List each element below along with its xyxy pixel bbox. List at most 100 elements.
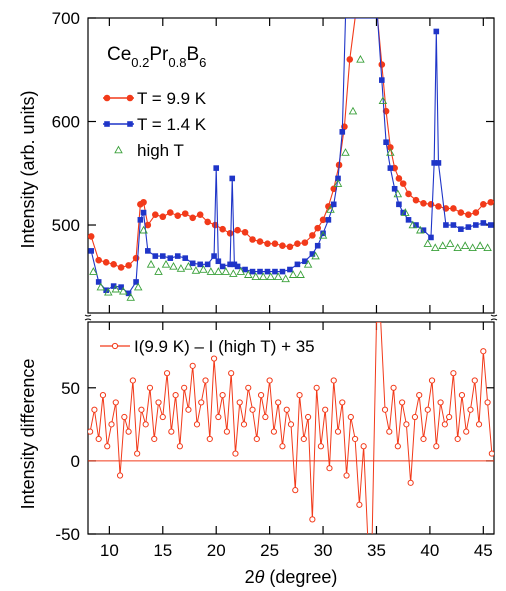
top-data-point [214,267,223,275]
top-data-point [174,212,182,220]
bottom-data-point [343,472,350,479]
top-data-point [309,251,316,257]
bottom-x-tick-label: 30 [314,541,333,560]
top-data-point [335,175,341,182]
bottom-data-point [155,399,162,406]
top-data-point [405,217,412,223]
bottom-data-point [394,443,401,450]
legend-label: T = 9.9 K [137,89,207,108]
legend-marker [127,121,133,127]
top-data-point [140,209,147,216]
top-data-point [309,232,316,239]
bottom-data-point [339,399,346,406]
bottom-x-ticks: 10 15 20 25 30 35 40 45 [100,322,493,560]
top-data-point [206,267,216,275]
bottom-series-group [88,322,494,534]
top-data-point [302,258,308,265]
top-y-tick-label: 500 [52,216,80,235]
bottom-x-tick-label: 25 [260,541,279,560]
bottom-data-point [228,370,235,377]
top-data-point [110,261,117,268]
bottom-data-point [428,377,436,384]
top-data-point [483,243,492,252]
top-series-2 [89,54,492,301]
bottom-data-point [210,355,218,362]
bottom-data-point [488,450,494,457]
top-data-point [213,165,220,171]
top-data-point [487,198,494,206]
top-data-point [125,290,132,297]
bottom-data-point [88,428,94,435]
bottom-data-point [296,392,303,399]
top-data-point [438,241,447,249]
top-data-point [288,270,298,278]
top-data-point [430,243,440,252]
axis-break-marks [84,314,498,321]
top-data-point [408,220,418,229]
top-data-point [249,268,256,275]
top-data-point [231,261,238,268]
bottom-data-point [381,406,389,413]
top-data-point [181,210,189,217]
top-data-point [197,261,203,268]
top-series-group [88,18,494,301]
bottom-data-point [317,443,325,450]
top-data-point [395,175,403,182]
bottom-data-point [450,370,457,377]
top-data-point [413,222,419,228]
bottom-data-point [168,428,175,435]
bottom-data-point [437,399,444,406]
bottom-data-point [125,428,132,435]
top-data-point [137,217,144,223]
compound-element: Pr [149,44,169,65]
top-data-point [303,259,313,268]
top-data-point [264,240,271,247]
top-panel: 500 600 700 T = 9.9 K T = 1.4 K high T Ce0.2… [18,9,495,314]
top-data-point [428,234,434,241]
top-data-point [378,96,388,105]
top-data-point [294,261,301,268]
top-data-point [272,268,278,275]
top-data-point [189,260,196,267]
top-data-point [159,253,166,259]
top-data-point [480,201,487,208]
bottom-data-point [352,435,359,443]
top-data-point [96,282,106,291]
top-data-point [234,263,241,270]
top-data-point [204,261,211,268]
top-data-point [219,263,226,270]
bottom-data-point [198,399,205,406]
top-data-point [318,230,328,239]
top-data-point [242,266,248,273]
top-data-point [152,253,159,259]
top-data-point [387,144,394,151]
bottom-data-point [446,413,453,421]
legend-marker [126,94,134,102]
bottom-data-point [411,413,419,421]
top-data-point [145,248,151,254]
top-data-point [118,286,128,295]
top-data-point [431,160,437,166]
top-data-point [333,179,343,187]
bottom-data-point [347,413,354,421]
top-data-point [279,242,286,250]
top-data-point [450,205,457,212]
top-data-point [460,241,470,249]
top-data-point [465,224,472,230]
top-data-point [457,209,465,216]
bottom-y-tick-label: -50 [55,525,80,544]
bottom-data-point [480,348,487,355]
top-data-point [433,28,440,35]
bottom-data-point [129,377,136,384]
top-data-point [420,227,427,233]
top-y-tick-label: 600 [52,113,80,132]
bottom-data-point [458,392,466,399]
x-axis-label-unit: (degree) [264,567,337,587]
bottom-data-point [99,392,107,399]
bottom-data-point [202,377,209,384]
top-data-point [229,175,236,182]
top-data-point [227,261,233,268]
top-data-point [152,211,159,218]
bottom-data-point [172,392,179,399]
top-data-point [423,239,433,247]
